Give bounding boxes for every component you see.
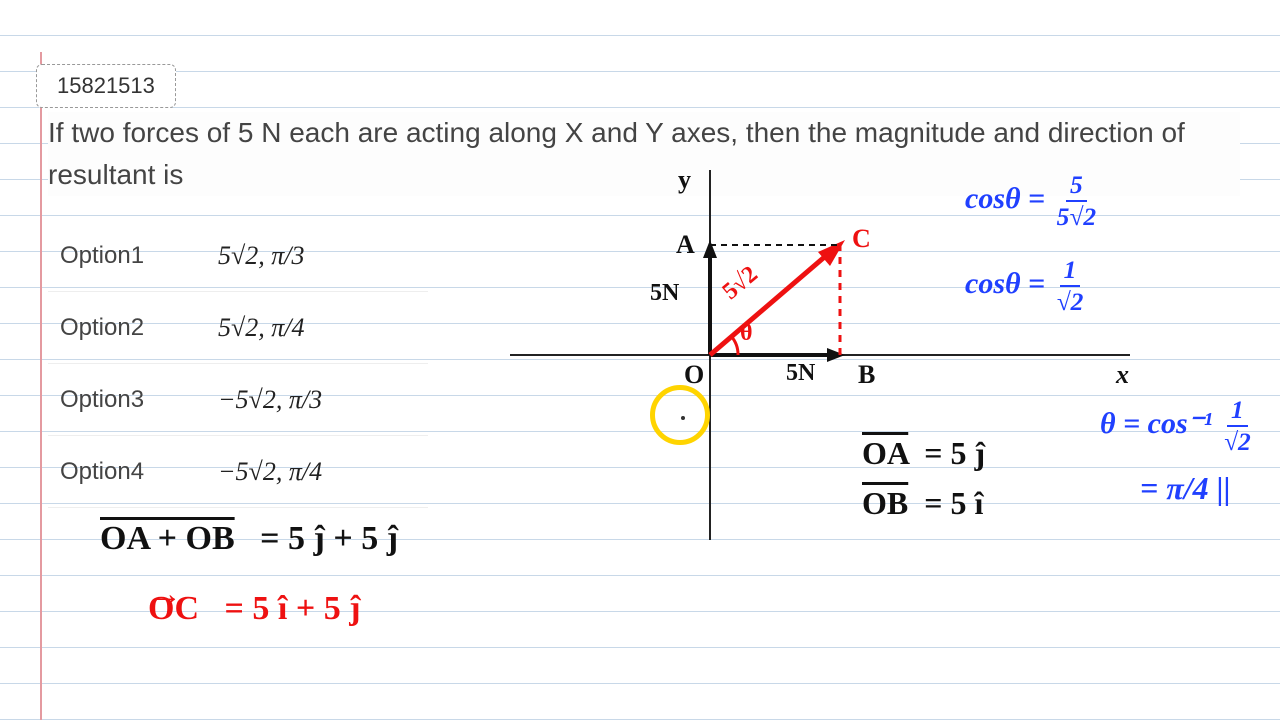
option-label: Option4	[48, 458, 218, 486]
point-c-label: C	[852, 224, 871, 254]
option-label: Option1	[48, 242, 218, 270]
option-row[interactable]: Option4 −5√2, π/4	[48, 436, 428, 508]
equation-oc: →OC = 5 î + 5 ĵ	[148, 590, 361, 628]
vector-diagram: y x O A B C 5N 5N 5√2 θ	[500, 160, 900, 560]
option-row[interactable]: Option3 −5√2, π/3	[48, 364, 428, 436]
equation-oa-ob: OA + OB = 5 ĵ + 5 ĵ	[100, 520, 398, 558]
margin-line	[40, 52, 42, 720]
option-row[interactable]: Option1 5√2, π/3	[48, 220, 428, 292]
point-b-label: B	[858, 360, 875, 390]
force-x-label: 5N	[786, 360, 815, 387]
y-axis-label: y	[678, 165, 691, 195]
option-row[interactable]: Option2 5√2, π/4	[48, 292, 428, 364]
x-axis-label: x	[1116, 360, 1129, 390]
cos-eq-1: cosθ = 55√2	[965, 170, 1100, 232]
theta-result: = π/4 ||	[1140, 470, 1231, 507]
angle-label: θ	[740, 320, 753, 347]
option-label: Option2	[48, 314, 218, 342]
force-y-label: 5N	[650, 280, 679, 307]
option-value: −5√2, π/4	[218, 457, 322, 487]
vector-oa: OA = 5 ĵ	[862, 435, 985, 472]
theta-inv-cos: θ = cos⁻¹ 1√2	[1100, 395, 1255, 457]
vector-ob: OB = 5 î	[862, 485, 983, 522]
option-value: 5√2, π/4	[218, 313, 305, 343]
options-list: Option1 5√2, π/3 Option2 5√2, π/4 Option…	[48, 220, 428, 508]
point-a-label: A	[676, 230, 695, 260]
option-label: Option3	[48, 386, 218, 414]
cos-eq-2: cosθ = 1√2	[965, 255, 1087, 317]
option-value: −5√2, π/3	[218, 385, 322, 415]
question-id: 15821513	[36, 64, 176, 108]
option-value: 5√2, π/3	[218, 241, 305, 271]
highlight-circle-icon	[650, 385, 710, 445]
